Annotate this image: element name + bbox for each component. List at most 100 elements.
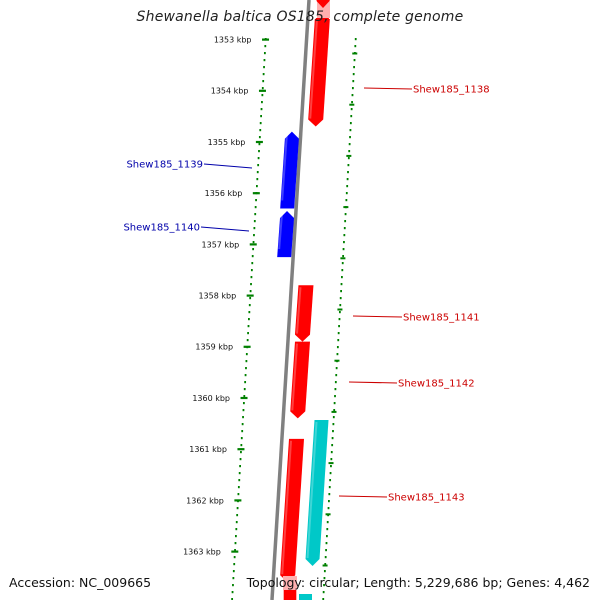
left-guide-dot [244, 381, 247, 384]
right-guide-dot [343, 234, 346, 237]
right-guide-dot [326, 521, 329, 524]
gene-arrow-partial [316, 0, 330, 8]
left-guide-dot [236, 514, 239, 517]
left-guide-dot [248, 318, 250, 321]
gene-arrow-Shew185_1140-highlight [278, 212, 284, 250]
left-guide-dot [263, 66, 265, 69]
feature-arrow-cyan [305, 420, 329, 566]
right-guide-dot [352, 80, 355, 83]
right-guide-dot [348, 143, 351, 146]
right-guide-dot [337, 332, 340, 335]
right-guide-dot [338, 325, 340, 328]
kbp-tick-label: 1353 kbp [214, 36, 252, 45]
left-guide-dot [245, 353, 248, 356]
left-guide-dot [235, 535, 237, 538]
right-tick [322, 564, 328, 567]
left-guide-dot [262, 80, 265, 83]
right-guide-dot [336, 346, 339, 349]
right-guide-dot [326, 528, 329, 531]
right-guide-dot [350, 115, 353, 118]
right-guide-dot [323, 584, 325, 587]
kbp-tick-mark [258, 89, 266, 92]
left-guide-dot [233, 556, 236, 559]
left-guide-dot [262, 73, 265, 76]
left-guide-dot [256, 185, 258, 188]
left-guide-dot [234, 542, 237, 545]
left-guide-dot [238, 472, 241, 475]
left-guide-dot [260, 115, 262, 118]
left-guide-dot [232, 577, 235, 580]
left-guide-dot [258, 150, 260, 153]
left-guide-dot [236, 507, 239, 510]
left-guide-dot [237, 486, 240, 489]
right-guide-dot [341, 269, 344, 272]
left-guide-dot [233, 563, 236, 566]
right-guide-dot [334, 388, 337, 391]
left-guide-dot [250, 276, 253, 279]
right-guide-dot [332, 430, 334, 433]
right-guide-dot [329, 472, 332, 475]
right-tick [337, 308, 343, 311]
backbone-line [270, 0, 311, 600]
left-guide-dot [240, 444, 243, 447]
right-guide-dot [345, 199, 348, 202]
left-guide-dot [234, 549, 236, 552]
right-guide-dot [353, 59, 356, 62]
right-guide-dot [344, 220, 347, 223]
kbp-tick-mark [246, 294, 254, 297]
right-guide-dot [339, 304, 342, 307]
left-guide-dot [256, 171, 259, 174]
gene-label-Shew185_1138[interactable]: Shew185_1138 [413, 85, 490, 96]
right-tick [346, 154, 352, 157]
accession-text: Accession: NC_009665 [9, 575, 152, 590]
left-guide-dot [257, 164, 260, 167]
gene-label-Shew185_1143[interactable]: Shew185_1143 [388, 493, 465, 504]
left-guide-dot [250, 269, 253, 272]
label-leader-Shew185_1138 [363, 87, 413, 90]
left-guide-dot [240, 437, 243, 440]
right-guide-dot [323, 577, 326, 580]
left-guide-dot [256, 178, 259, 181]
kbp-tick-label: 1359 kbp [195, 343, 233, 352]
left-guide-dot [251, 255, 254, 258]
right-guide-dot [333, 402, 336, 405]
right-guide-dot [338, 318, 341, 321]
gene-label-Shew185_1139[interactable]: Shew185_1139 [126, 160, 203, 171]
left-guide-dot [241, 430, 244, 433]
right-guide-dot [332, 423, 335, 426]
feature-partial-bottom [299, 594, 312, 600]
left-guide-dot [254, 213, 257, 216]
left-guide-dot [261, 101, 263, 104]
right-guide-dot [341, 262, 344, 265]
right-guide-dot [340, 283, 343, 286]
left-guide-dot [232, 584, 234, 587]
left-guide-dot [249, 297, 252, 300]
left-guide-dot [242, 409, 245, 412]
kbp-tick-label: 1355 kbp [208, 138, 246, 147]
left-guide-dot [248, 311, 251, 314]
kbp-tick-mark [252, 192, 260, 195]
left-guide-dot [238, 479, 241, 482]
right-guide-dot [352, 73, 355, 76]
left-guide-dot [231, 598, 234, 600]
right-guide-dot [347, 171, 349, 174]
gene-label-Shew185_1141[interactable]: Shew185_1141 [403, 313, 480, 324]
right-guide-dot [324, 556, 327, 559]
right-guide-dot [339, 297, 342, 300]
gene-label-Shew185_1142[interactable]: Shew185_1142 [398, 379, 475, 390]
gene-arrow-Shew185_1142 [290, 341, 310, 419]
gene-arrow-Shew185_1140 [277, 211, 295, 258]
genome-summary-text: Topology: circular; Length: 5,229,686 bp… [246, 575, 590, 590]
left-guide-dot [251, 262, 254, 265]
gene-arrow-Shew185_1142-highlight [291, 343, 298, 411]
left-guide-dot [263, 59, 266, 62]
left-guide-dot [231, 591, 234, 594]
right-tick [340, 257, 346, 260]
label-leader-Shew185_1140 [200, 226, 250, 232]
right-guide-dot [322, 598, 325, 600]
right-guide-dot [325, 549, 327, 552]
gene-label-Shew185_1140[interactable]: Shew185_1140 [123, 223, 200, 234]
right-guide-dot [330, 458, 333, 461]
right-guide-dot [333, 409, 336, 412]
left-guide-dot [248, 304, 251, 307]
